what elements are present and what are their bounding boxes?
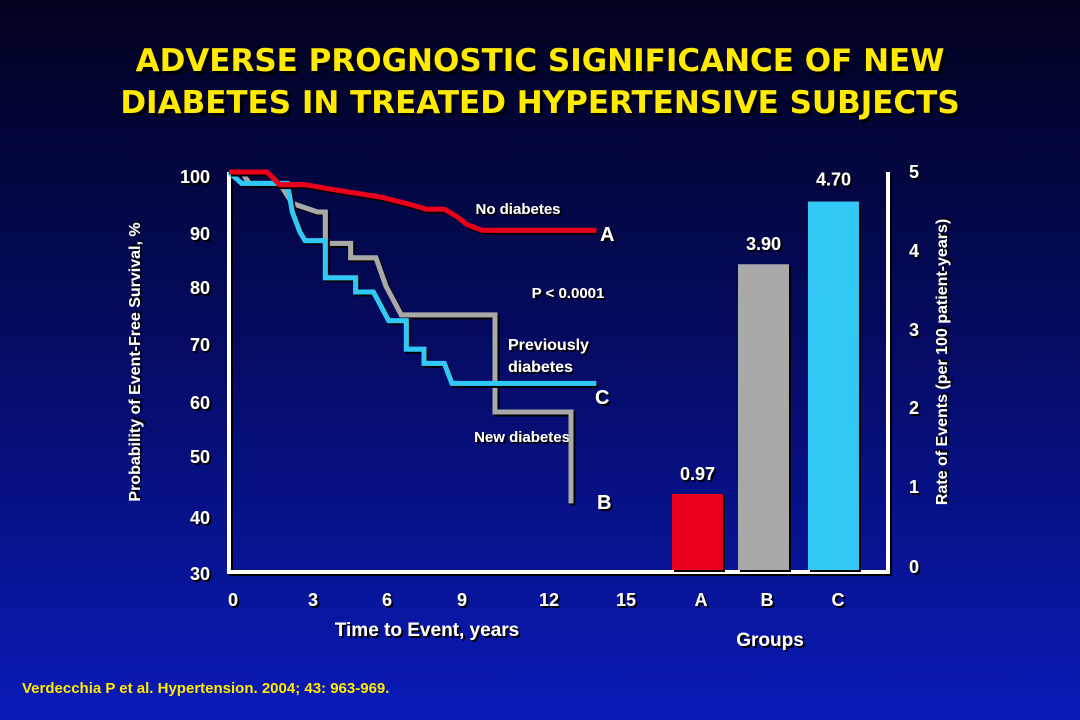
x-tick-label: 15: [616, 590, 636, 610]
left-y-axis-label: Probability of Event-Free Survival, %: [127, 222, 144, 501]
groups-axis-label: Groups: [736, 630, 804, 651]
label-previously-diabetes-1: Previously: [508, 337, 589, 354]
bar-c: [808, 201, 859, 570]
survival-curve-a: [229, 169, 597, 233]
bar-category-label: C: [832, 590, 845, 610]
p-value-annotation: P < 0.0001: [532, 285, 605, 302]
title-line-1: ADVERSE PROGNOSTIC SIGNIFICANCE OF NEW: [135, 43, 945, 79]
x-tick-label: 0: [228, 590, 238, 610]
right-y-tick-label: 4: [909, 241, 919, 261]
label-new-diabetes: New diabetes: [474, 429, 570, 446]
left-y-tick-label: 90: [190, 224, 210, 244]
right-y-axis-label: Rate of Events (per 100 patient-years): [934, 219, 951, 505]
left-y-tick-label: 70: [190, 335, 210, 355]
series-letter-a: A: [600, 224, 614, 246]
bar-category-label: A: [695, 590, 708, 610]
series-letter-c: C: [595, 387, 609, 409]
x-axis-label: Time to Event, years: [335, 620, 519, 641]
bar-category-label: B: [761, 590, 774, 610]
bar-value-label: 0.97: [680, 464, 715, 484]
survival-curve-c: [227, 170, 597, 386]
series-letter-b: B: [597, 492, 611, 514]
citation: Verdecchia P et al. Hypertension. 2004; …: [22, 680, 390, 697]
left-y-tick-label: 100: [180, 167, 210, 187]
right-y-tick-label: 3: [909, 320, 919, 340]
bar-a: [672, 493, 723, 570]
left-y-tick-label: 40: [190, 508, 210, 528]
right-y-tick-label: 0: [909, 557, 919, 577]
axes: [227, 172, 890, 574]
label-no-diabetes: No diabetes: [475, 201, 560, 218]
slide-title: ADVERSE PROGNOSTIC SIGNIFICANCE OF NEW D…: [0, 40, 1080, 124]
x-tick-label: 6: [382, 590, 392, 610]
bar-b: [738, 264, 789, 570]
left-y-tick-label: 50: [190, 447, 210, 467]
title-line-2: DIABETES IN TREATED HYPERTENSIVE SUBJECT…: [120, 85, 960, 121]
right-y-tick-label: 2: [909, 398, 919, 418]
right-y-tick-label: 5: [909, 162, 919, 182]
x-tick-label: 9: [457, 590, 467, 610]
bar-value-label: 4.70: [816, 170, 851, 190]
x-tick-label: 12: [539, 590, 559, 610]
left-y-tick-label: 60: [190, 393, 210, 413]
bar-value-label: 3.90: [746, 234, 781, 254]
label-previously-diabetes-2: diabetes: [508, 359, 573, 376]
right-y-tick-label: 1: [909, 477, 919, 497]
left-y-tick-label: 30: [190, 564, 210, 584]
left-y-tick-label: 80: [190, 278, 210, 298]
x-tick-label: 3: [308, 590, 318, 610]
